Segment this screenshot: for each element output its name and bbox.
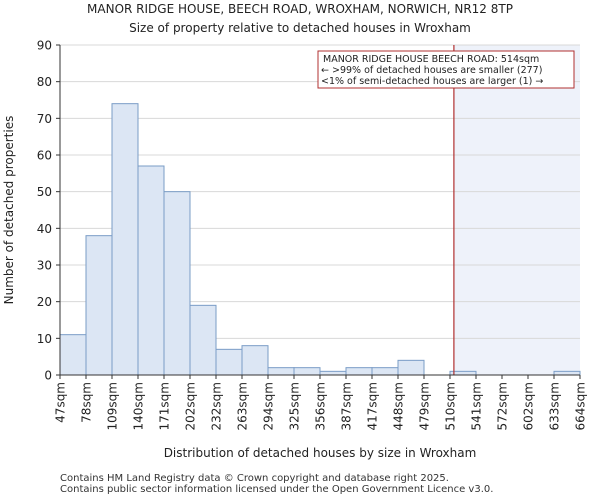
- bar: [397, 359, 425, 376]
- x-tick-label: 510sqm: [444, 382, 458, 430]
- x-tick-label: 78sqm: [80, 382, 94, 423]
- x-tick-label: 633sqm: [548, 382, 562, 430]
- annotation-box: [317, 50, 575, 89]
- y-tick-label: 30: [37, 259, 52, 273]
- bar: [85, 235, 113, 376]
- bar-chart: MANOR RIDGE HOUSE, BEECH ROAD, WROXHAM, …: [2, 2, 588, 460]
- x-tick-label: 202sqm: [184, 382, 198, 430]
- bar: [163, 191, 191, 376]
- footer-line-1: Contains HM Land Registry data © Crown c…: [60, 473, 449, 484]
- bar: [59, 334, 87, 376]
- x-tick-label: 171sqm: [158, 382, 172, 430]
- annotation-larger: <1% of semi-detached houses are larger (…: [321, 76, 543, 87]
- y-tick-label: 80: [37, 75, 52, 89]
- y-tick-label: 50: [37, 185, 52, 199]
- x-tick-label: 109sqm: [106, 382, 120, 430]
- x-axis-label: Distribution of detached houses by size …: [164, 446, 477, 460]
- y-tick-label: 10: [37, 332, 52, 346]
- x-tick-label: 263sqm: [236, 382, 250, 430]
- property-highlight-region: [453, 45, 580, 375]
- chart-subtitle: Size of property relative to detached ho…: [129, 21, 471, 35]
- x-tick-label: 417sqm: [366, 382, 380, 430]
- bar: [319, 370, 347, 376]
- bar: [241, 345, 269, 376]
- x-tick-label: 602sqm: [522, 382, 536, 430]
- bar: [293, 367, 321, 376]
- x-tick-label: 541sqm: [470, 382, 484, 430]
- bar: [215, 348, 243, 376]
- property-annotation: MANOR RIDGE HOUSE BEECH ROAD: 514sqm ← >…: [317, 50, 575, 89]
- footer-line-2: Contains public sector information licen…: [60, 484, 494, 495]
- bar: [553, 370, 581, 376]
- x-tick-label: 356sqm: [314, 382, 328, 430]
- bar: [345, 367, 373, 376]
- y-tick-label: 0: [44, 369, 52, 383]
- y-tick-label: 20: [37, 295, 52, 309]
- bar: [371, 367, 399, 376]
- y-tick-label: 60: [37, 149, 52, 163]
- x-tick-label: 47sqm: [54, 382, 68, 423]
- chart-title: MANOR RIDGE HOUSE, BEECH ROAD, WROXHAM, …: [87, 2, 513, 16]
- x-tick-label: 387sqm: [340, 382, 354, 430]
- bar: [189, 304, 217, 376]
- bar: [111, 103, 139, 376]
- annotation-title: MANOR RIDGE HOUSE BEECH ROAD: 514sqm: [323, 54, 539, 65]
- y-tick-label: 40: [37, 222, 52, 236]
- x-tick-label: 294sqm: [262, 382, 276, 430]
- x-tick-label: 572sqm: [496, 382, 510, 430]
- x-tick-label: 325sqm: [288, 382, 302, 430]
- x-tick-label: 232sqm: [210, 382, 224, 430]
- bar: [137, 165, 165, 376]
- x-tick-label: 448sqm: [392, 382, 406, 430]
- bar: [267, 367, 295, 376]
- x-tick-label: 479sqm: [418, 382, 432, 430]
- y-axis-label: Number of detached properties: [2, 116, 16, 305]
- x-tick-label: 140sqm: [132, 382, 146, 430]
- x-tick-label: 664sqm: [574, 382, 588, 430]
- y-tick-label: 90: [37, 39, 52, 53]
- y-tick-label: 70: [37, 112, 52, 126]
- footer: Contains HM Land Registry data © Crown c…: [60, 473, 493, 495]
- annotation-smaller: ← >99% of detached houses are smaller (2…: [321, 65, 542, 76]
